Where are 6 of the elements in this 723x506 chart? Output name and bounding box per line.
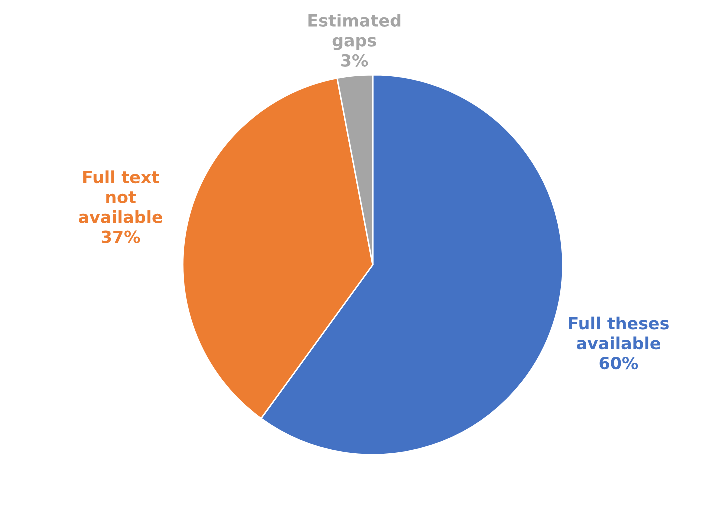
- data-label: 60%: [600, 357, 638, 370]
- slice-label: Full text not available: [79, 170, 163, 224]
- data-label: 3%: [342, 54, 368, 67]
- data-label: 37%: [102, 230, 140, 244]
- slice-label: Estimated gaps: [308, 14, 401, 50]
- slice-label: Full theses available: [569, 316, 669, 350]
